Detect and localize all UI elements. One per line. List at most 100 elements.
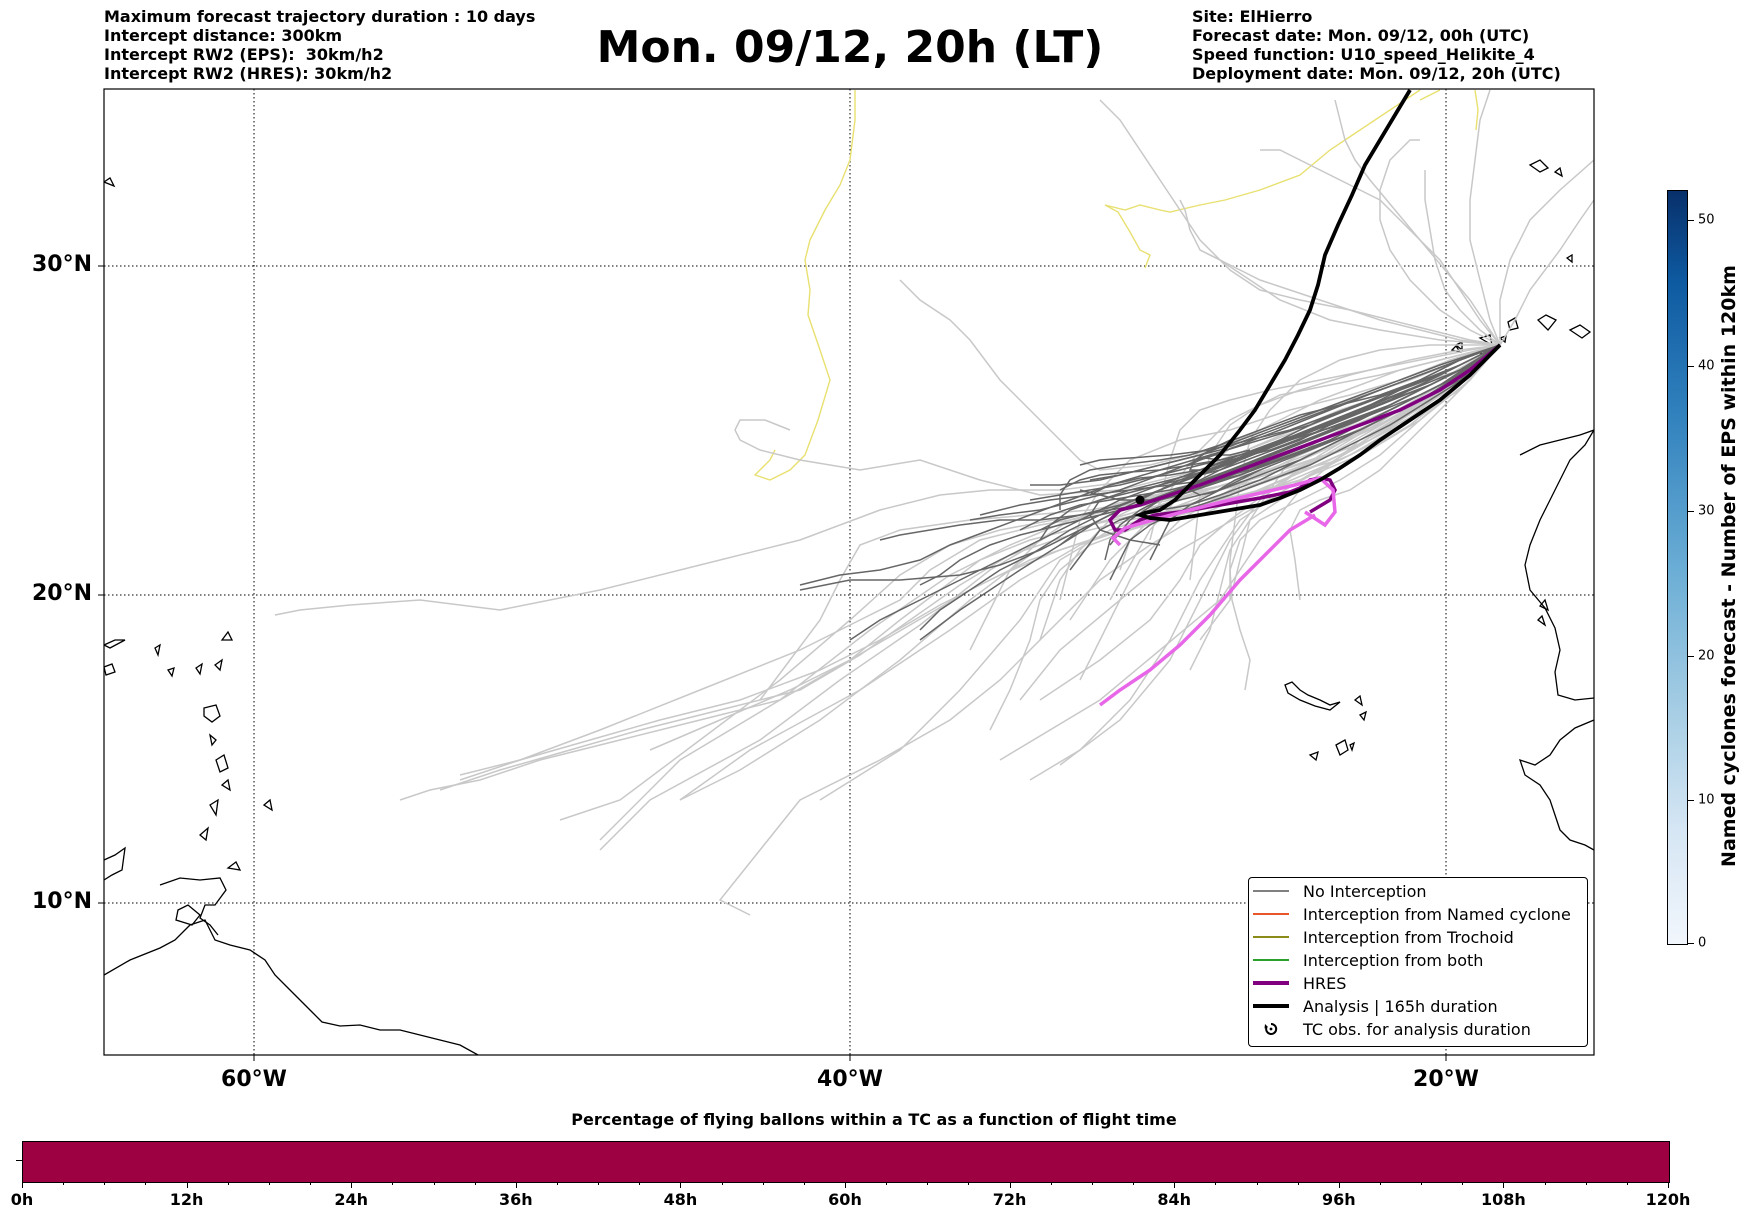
colorbar xyxy=(1667,190,1688,945)
legend-swatch xyxy=(1253,913,1289,915)
header-left-line-1: Maximum forecast trajectory duration : 1… xyxy=(104,7,536,26)
flight-tick-label-84h: 84h xyxy=(1157,1190,1192,1209)
flight-bar-minor-tick xyxy=(392,1182,394,1185)
flight-bar-minor-tick xyxy=(310,1182,312,1185)
flight-bar-minor-tick xyxy=(1050,1182,1052,1185)
flight-bar-major-tick xyxy=(22,1182,23,1188)
flight-tick-label-12h: 12h xyxy=(169,1190,204,1209)
flight-bar-minor-tick xyxy=(104,1182,106,1185)
colorbar-title: Named cyclones forecast - Number of EPS … xyxy=(1718,265,1740,867)
flight-bar-minor-tick xyxy=(63,1182,65,1185)
legend-label: HRES xyxy=(1303,973,1347,993)
header-right-line-4: Deployment date: Mon. 09/12, 20h (UTC) xyxy=(1192,64,1561,83)
flight-bar-minor-tick xyxy=(886,1182,888,1185)
flight-bar-major-tick xyxy=(1009,1182,1011,1188)
legend-item-analysis: Analysis | 165h duration xyxy=(1249,996,1498,1016)
flight-tick-label-36h: 36h xyxy=(498,1190,533,1209)
flight-bar-minor-tick xyxy=(1379,1182,1381,1185)
flight-bar-minor-tick xyxy=(227,1182,229,1185)
colorbar-label-50: 50 xyxy=(1698,212,1715,228)
legend-swatch xyxy=(1253,981,1289,985)
coastlines xyxy=(104,159,1594,1055)
lon-label-40w: 40°W xyxy=(817,1067,883,1092)
flight-bar-minor-tick xyxy=(145,1182,147,1185)
flight-tick-label-24h: 24h xyxy=(334,1190,369,1209)
flight-bar-minor-tick xyxy=(268,1182,270,1185)
flight-bar-minor-tick xyxy=(556,1182,558,1185)
colorbar-tick xyxy=(1688,220,1694,221)
colorbar-tick xyxy=(1688,943,1694,944)
map-frame xyxy=(103,88,1595,1056)
legend-swatch xyxy=(1253,936,1289,938)
header-left-line-4: Intercept RW2 (HRES): 30km/h2 xyxy=(104,64,393,83)
legend-label: Interception from Named cyclone xyxy=(1303,904,1571,924)
flight-bar-major-tick xyxy=(1503,1182,1505,1188)
colorbar-tick xyxy=(1688,656,1694,657)
flight-bar-minor-tick xyxy=(927,1182,929,1185)
header-left-line-2: Intercept distance: 300km xyxy=(104,26,343,45)
header-left-line-3: Intercept RW2 (EPS): 30km/h2 xyxy=(104,45,384,64)
map-title: Mon. 09/12, 20h (LT) xyxy=(596,22,1104,73)
header-right-line-2: Forecast date: Mon. 09/12, 00h (UTC) xyxy=(1192,26,1530,45)
legend-swatch xyxy=(1253,959,1289,961)
colorbar-tick xyxy=(1688,800,1694,801)
flight-tick-label-96h: 96h xyxy=(1321,1190,1356,1209)
lat-label-10n: 10°N xyxy=(32,889,93,914)
flight-tick-label-72h: 72h xyxy=(992,1190,1027,1209)
colorbar-label-40: 40 xyxy=(1698,358,1715,374)
colorbar-label-10: 10 xyxy=(1698,792,1715,808)
lon-label-60w: 60°W xyxy=(221,1067,287,1092)
header-right-line-1: Site: ElHierro xyxy=(1192,7,1313,26)
legend-item-trochoid: Interception from Trochoid xyxy=(1249,927,1514,947)
colorbar-tick xyxy=(1688,511,1694,512)
flight-bar-minor-tick xyxy=(639,1182,641,1185)
flight-bar-minor-tick xyxy=(433,1182,435,1185)
flight-bar-major-tick xyxy=(1174,1182,1176,1188)
flight-bar-minor-tick xyxy=(803,1182,805,1185)
axis-ticks xyxy=(98,265,1447,1061)
flight-tick-label-120h: 120h xyxy=(1645,1190,1691,1209)
flight-bar-minor-tick xyxy=(1215,1182,1217,1185)
flight-bar-major-tick xyxy=(351,1182,353,1188)
lon-label-20w: 20°W xyxy=(1413,1067,1479,1092)
legend-swatch xyxy=(1253,1004,1289,1008)
legend-label: Interception from Trochoid xyxy=(1303,927,1514,947)
legend-label: Interception from both xyxy=(1303,950,1484,970)
flight-bar-major-tick xyxy=(1338,1182,1340,1188)
legend-item-tc-obs: TC obs. for analysis duration xyxy=(1249,1019,1531,1039)
cyclone-track xyxy=(753,89,1479,481)
flight-bar-minor-tick xyxy=(1256,1182,1258,1185)
flight-bar-minor-tick xyxy=(1544,1182,1546,1185)
flight-bar-title: Percentage of flying ballons within a TC… xyxy=(571,1110,1177,1129)
cyclone-icon xyxy=(1253,1022,1289,1036)
flight-bar-minor-tick xyxy=(721,1182,723,1185)
legend-item-no-interception: No Interception xyxy=(1249,881,1427,901)
flight-percentage-bar xyxy=(22,1141,1670,1183)
flight-bar-minor-tick xyxy=(1133,1182,1135,1185)
colorbar-label-20: 20 xyxy=(1698,648,1715,664)
flight-bar-minor-tick xyxy=(1297,1182,1299,1185)
flight-bar-minor-tick xyxy=(762,1182,764,1185)
flight-tick-label-60h: 60h xyxy=(828,1190,862,1209)
legend-item-named-cyclone: Interception from Named cyclone xyxy=(1249,904,1571,924)
flight-bar-minor-tick xyxy=(598,1182,600,1185)
flight-tick-label-48h: 48h xyxy=(663,1190,698,1209)
flight-tick-label-0h: 0h xyxy=(10,1190,34,1209)
flight-tick-label-108h: 108h xyxy=(1480,1190,1526,1209)
legend-swatch xyxy=(1253,890,1289,892)
flight-bar-minor-tick xyxy=(1626,1182,1628,1185)
flight-bar-minor-tick xyxy=(1091,1182,1093,1185)
analysis-trajectory xyxy=(1134,89,1502,522)
legend-item-hres: HRES xyxy=(1249,973,1346,993)
flight-bar-minor-tick xyxy=(1585,1182,1587,1185)
flight-bar-major-tick xyxy=(845,1182,846,1188)
lat-label-30n: 30°N xyxy=(32,252,93,277)
map-legend: No Interception Interception from Named … xyxy=(1248,877,1588,1047)
header-right-line-3: Speed function: U10_speed_Helikite_4 xyxy=(1192,45,1535,64)
flight-bar-minor-tick xyxy=(968,1182,970,1185)
analysis-start-marker xyxy=(1135,495,1145,505)
hres-highlight xyxy=(1098,476,1337,707)
lat-label-20n: 20°N xyxy=(32,581,93,606)
legend-item-both: Interception from both xyxy=(1249,950,1483,970)
